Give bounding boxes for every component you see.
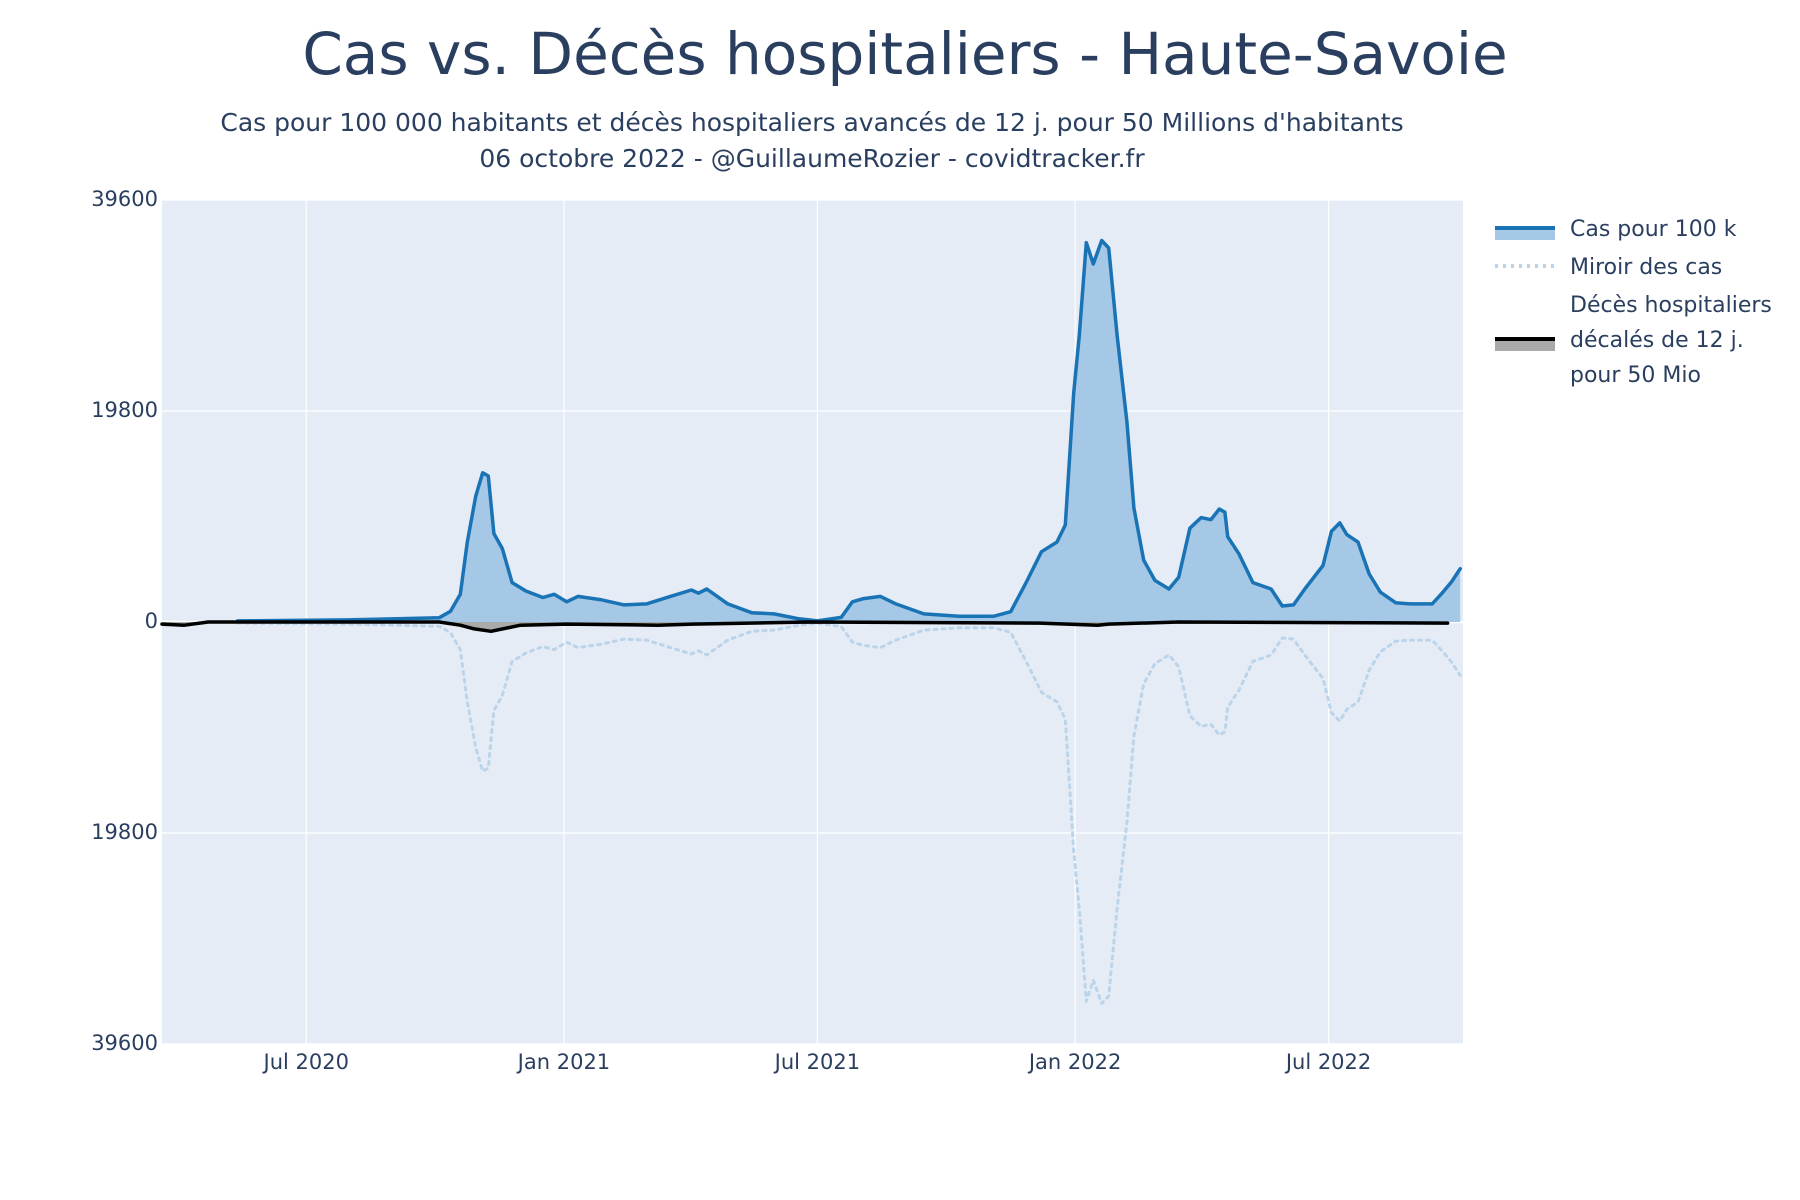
x-tick-label: Jul 2022 (1284, 1050, 1371, 1074)
legend-fill (1495, 227, 1555, 240)
chart-subtitle: Cas pour 100 000 habitants et décès hosp… (220, 108, 1403, 137)
legend-item[interactable]: Cas pour 100 k (1495, 212, 1795, 247)
legend-symbol (1495, 263, 1555, 268)
legend-symbol (1495, 336, 1555, 351)
legend-label: Cas pour 100 k (1570, 217, 1737, 242)
legend-item[interactable]: Décès hospitaliers décalés de 12 j. pour… (1495, 288, 1795, 393)
line (160, 620, 1450, 634)
x-tick-label: Jan 2021 (516, 1050, 611, 1074)
legend-symbol (1495, 225, 1555, 240)
x-tick-label: Jul 2021 (773, 1050, 860, 1074)
y-tick-label: 39600 (91, 187, 158, 211)
chart-title: Cas vs. Décès hospitaliers - Haute-Savoi… (302, 20, 1507, 88)
legend-label: Miroir des cas (1570, 255, 1723, 280)
y-tick-label: 39600 (91, 1031, 158, 1055)
x-tick-label: Jan 2022 (1027, 1050, 1122, 1074)
x-tick-label: Jul 2020 (262, 1050, 349, 1074)
legend: Cas pour 100 k Miroir des cas Décès hospit… (1495, 212, 1795, 396)
area (237, 240, 1461, 622)
legend-fill (1495, 338, 1555, 351)
line (236, 621, 1462, 1005)
y-tick-label: 0 (145, 609, 158, 633)
chart-subtitle: 06 octobre 2022 - @GuillaumeRozier - cov… (479, 144, 1145, 173)
y-tick-label: 19800 (91, 398, 158, 422)
line (235, 238, 1462, 623)
legend-item[interactable]: Miroir des cas (1495, 250, 1795, 285)
legend-label: Décès hospitaliers décalés de 12 j. pour… (1570, 293, 1772, 388)
y-tick-label: 19800 (91, 820, 158, 844)
